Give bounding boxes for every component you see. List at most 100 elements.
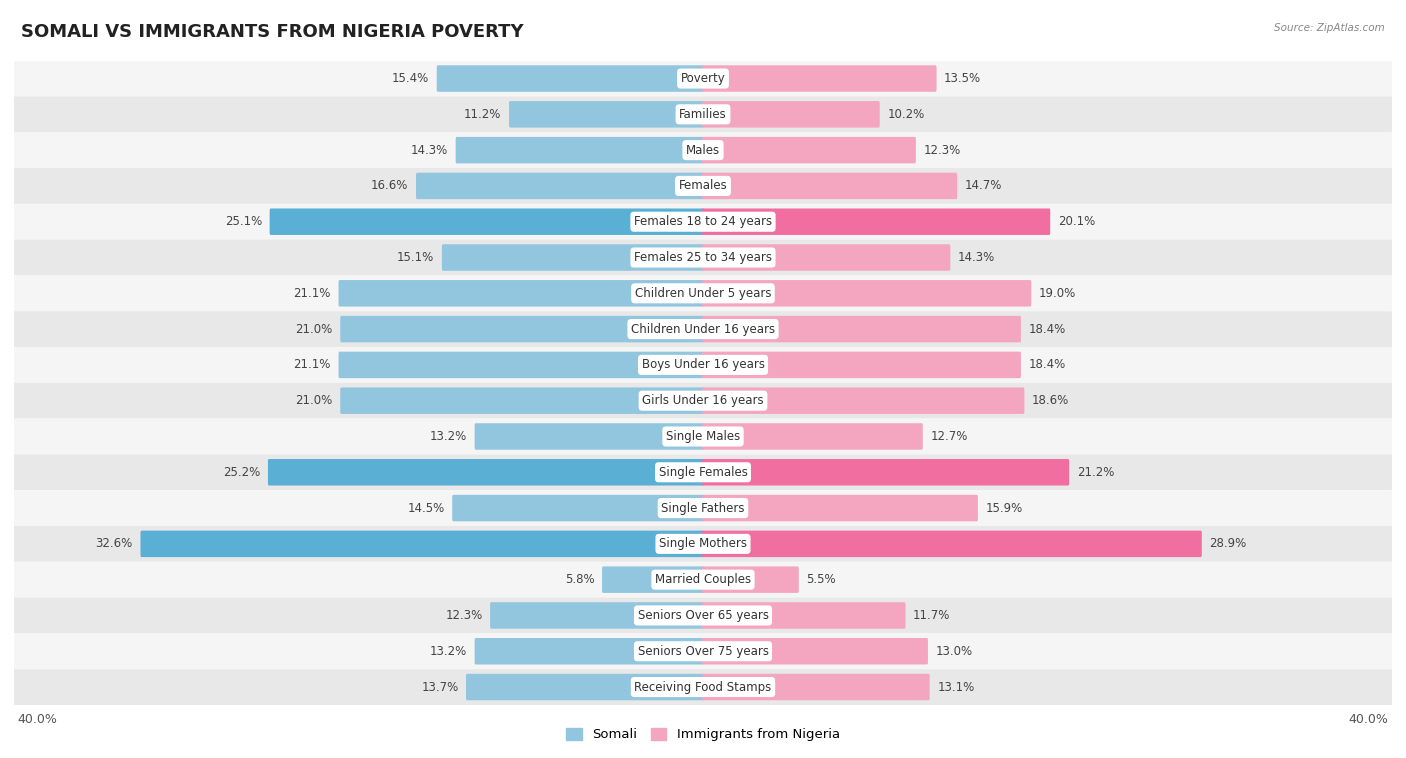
Text: 18.6%: 18.6% <box>1032 394 1069 407</box>
Text: Single Mothers: Single Mothers <box>659 537 747 550</box>
Text: 21.2%: 21.2% <box>1077 465 1114 479</box>
FancyBboxPatch shape <box>702 65 936 92</box>
Text: 18.4%: 18.4% <box>1029 323 1066 336</box>
Text: 5.5%: 5.5% <box>807 573 837 586</box>
Text: Females: Females <box>679 180 727 193</box>
Text: 12.3%: 12.3% <box>446 609 482 622</box>
Text: 25.1%: 25.1% <box>225 215 262 228</box>
Text: 13.1%: 13.1% <box>938 681 974 694</box>
Text: 11.2%: 11.2% <box>464 108 502 121</box>
FancyBboxPatch shape <box>702 638 928 665</box>
FancyBboxPatch shape <box>702 101 880 127</box>
Text: Boys Under 16 years: Boys Under 16 years <box>641 359 765 371</box>
FancyBboxPatch shape <box>702 352 1021 378</box>
FancyBboxPatch shape <box>702 173 957 199</box>
FancyBboxPatch shape <box>14 562 1392 597</box>
FancyBboxPatch shape <box>14 454 1392 490</box>
FancyBboxPatch shape <box>702 495 979 522</box>
FancyBboxPatch shape <box>14 526 1392 562</box>
FancyBboxPatch shape <box>491 602 704 628</box>
Legend: Somali, Immigrants from Nigeria: Somali, Immigrants from Nigeria <box>561 722 845 747</box>
FancyBboxPatch shape <box>14 204 1392 240</box>
FancyBboxPatch shape <box>702 316 1021 343</box>
FancyBboxPatch shape <box>14 383 1392 418</box>
FancyBboxPatch shape <box>702 280 1031 306</box>
FancyBboxPatch shape <box>339 280 704 306</box>
FancyBboxPatch shape <box>702 602 905 628</box>
FancyBboxPatch shape <box>14 669 1392 705</box>
FancyBboxPatch shape <box>14 168 1392 204</box>
Text: Children Under 16 years: Children Under 16 years <box>631 323 775 336</box>
FancyBboxPatch shape <box>702 387 1025 414</box>
FancyBboxPatch shape <box>416 173 704 199</box>
Text: 14.5%: 14.5% <box>408 502 444 515</box>
FancyBboxPatch shape <box>14 132 1392 168</box>
FancyBboxPatch shape <box>437 65 704 92</box>
FancyBboxPatch shape <box>14 96 1392 132</box>
FancyBboxPatch shape <box>339 352 704 378</box>
Text: 40.0%: 40.0% <box>17 713 58 726</box>
FancyBboxPatch shape <box>702 244 950 271</box>
Text: Source: ZipAtlas.com: Source: ZipAtlas.com <box>1274 23 1385 33</box>
FancyBboxPatch shape <box>340 316 704 343</box>
Text: Males: Males <box>686 143 720 157</box>
Text: Seniors Over 75 years: Seniors Over 75 years <box>637 645 769 658</box>
Text: 13.0%: 13.0% <box>935 645 973 658</box>
FancyBboxPatch shape <box>475 423 704 449</box>
FancyBboxPatch shape <box>14 312 1392 347</box>
Text: 11.7%: 11.7% <box>912 609 950 622</box>
Text: Receiving Food Stamps: Receiving Food Stamps <box>634 681 772 694</box>
Text: Families: Families <box>679 108 727 121</box>
Text: 14.7%: 14.7% <box>965 180 1002 193</box>
FancyBboxPatch shape <box>14 347 1392 383</box>
Text: 19.0%: 19.0% <box>1039 287 1076 300</box>
Text: 21.1%: 21.1% <box>294 359 330 371</box>
FancyBboxPatch shape <box>14 634 1392 669</box>
FancyBboxPatch shape <box>702 674 929 700</box>
Text: SOMALI VS IMMIGRANTS FROM NIGERIA POVERTY: SOMALI VS IMMIGRANTS FROM NIGERIA POVERT… <box>21 23 523 41</box>
Text: Single Males: Single Males <box>666 430 740 443</box>
Text: 13.5%: 13.5% <box>945 72 981 85</box>
FancyBboxPatch shape <box>702 459 1069 486</box>
FancyBboxPatch shape <box>702 566 799 593</box>
Text: 21.0%: 21.0% <box>295 323 333 336</box>
Text: 13.2%: 13.2% <box>430 645 467 658</box>
FancyBboxPatch shape <box>509 101 704 127</box>
Text: 28.9%: 28.9% <box>1209 537 1247 550</box>
Text: 15.4%: 15.4% <box>392 72 429 85</box>
Text: Single Females: Single Females <box>658 465 748 479</box>
FancyBboxPatch shape <box>441 244 704 271</box>
Text: 14.3%: 14.3% <box>957 251 995 264</box>
Text: 10.2%: 10.2% <box>887 108 925 121</box>
Text: Single Fathers: Single Fathers <box>661 502 745 515</box>
Text: 15.1%: 15.1% <box>396 251 434 264</box>
FancyBboxPatch shape <box>340 387 704 414</box>
FancyBboxPatch shape <box>14 240 1392 275</box>
Text: 13.2%: 13.2% <box>430 430 467 443</box>
FancyBboxPatch shape <box>270 208 704 235</box>
Text: 20.1%: 20.1% <box>1057 215 1095 228</box>
FancyBboxPatch shape <box>14 275 1392 312</box>
Text: 15.9%: 15.9% <box>986 502 1022 515</box>
FancyBboxPatch shape <box>702 531 1202 557</box>
Text: 12.3%: 12.3% <box>924 143 960 157</box>
FancyBboxPatch shape <box>14 597 1392 634</box>
Text: Children Under 5 years: Children Under 5 years <box>634 287 772 300</box>
FancyBboxPatch shape <box>14 490 1392 526</box>
Text: 13.7%: 13.7% <box>422 681 458 694</box>
Text: Poverty: Poverty <box>681 72 725 85</box>
FancyBboxPatch shape <box>702 423 922 449</box>
Text: Females 25 to 34 years: Females 25 to 34 years <box>634 251 772 264</box>
Text: Seniors Over 65 years: Seniors Over 65 years <box>637 609 769 622</box>
FancyBboxPatch shape <box>465 674 704 700</box>
Text: 40.0%: 40.0% <box>1348 713 1389 726</box>
FancyBboxPatch shape <box>702 208 1050 235</box>
Text: Females 18 to 24 years: Females 18 to 24 years <box>634 215 772 228</box>
FancyBboxPatch shape <box>269 459 704 486</box>
Text: 21.0%: 21.0% <box>295 394 333 407</box>
Text: 12.7%: 12.7% <box>931 430 967 443</box>
Text: 5.8%: 5.8% <box>565 573 595 586</box>
FancyBboxPatch shape <box>475 638 704 665</box>
Text: 21.1%: 21.1% <box>294 287 330 300</box>
FancyBboxPatch shape <box>14 418 1392 454</box>
